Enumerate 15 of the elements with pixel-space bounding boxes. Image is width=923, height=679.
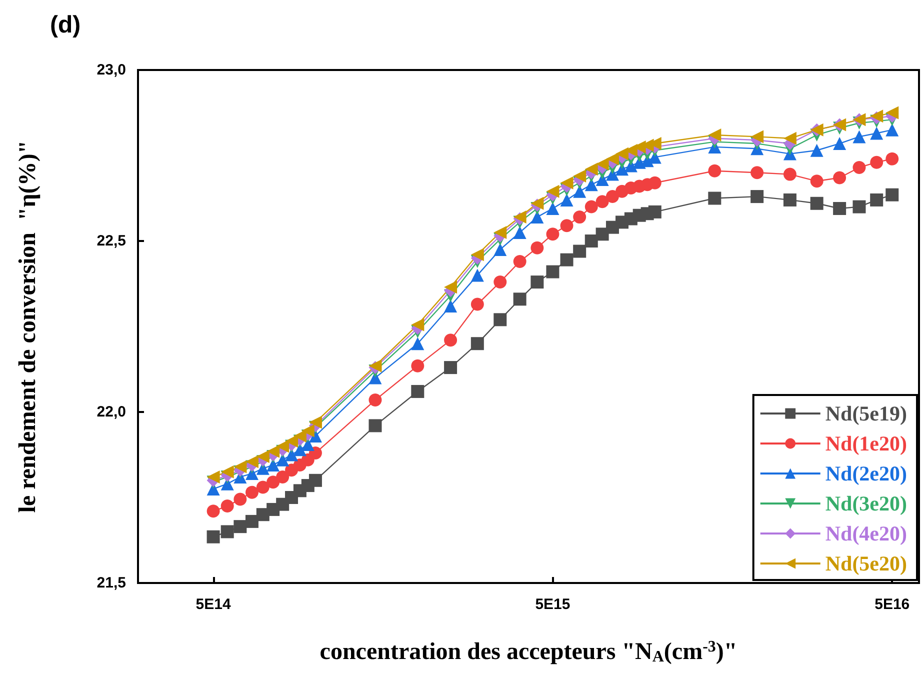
chart-title: (d) (50, 12, 81, 38)
legend-label: Nd(5e19) (825, 402, 908, 426)
y-axis-title: le rendement de conversion "η(%)" (15, 140, 41, 513)
y-tick-label: 22,0 (96, 404, 126, 420)
y-tick-label: 23,0 (96, 62, 126, 78)
legend-label: Nd(1e20) (825, 432, 908, 456)
y-tick-label: 22,5 (96, 232, 126, 250)
legend-label: Nd(4e20) (825, 522, 908, 546)
legend-label: Nd(2e20) (825, 462, 908, 486)
x-tick-label: 5E14 (196, 596, 232, 613)
x-tick-label: 5E16 (874, 596, 910, 613)
legend-label: Nd(3e20) (825, 492, 908, 516)
y-tick-label: 21,5 (96, 574, 126, 592)
x-tick-label: 5E15 (535, 596, 570, 613)
legend-label: Nd(5e20) (825, 552, 908, 576)
